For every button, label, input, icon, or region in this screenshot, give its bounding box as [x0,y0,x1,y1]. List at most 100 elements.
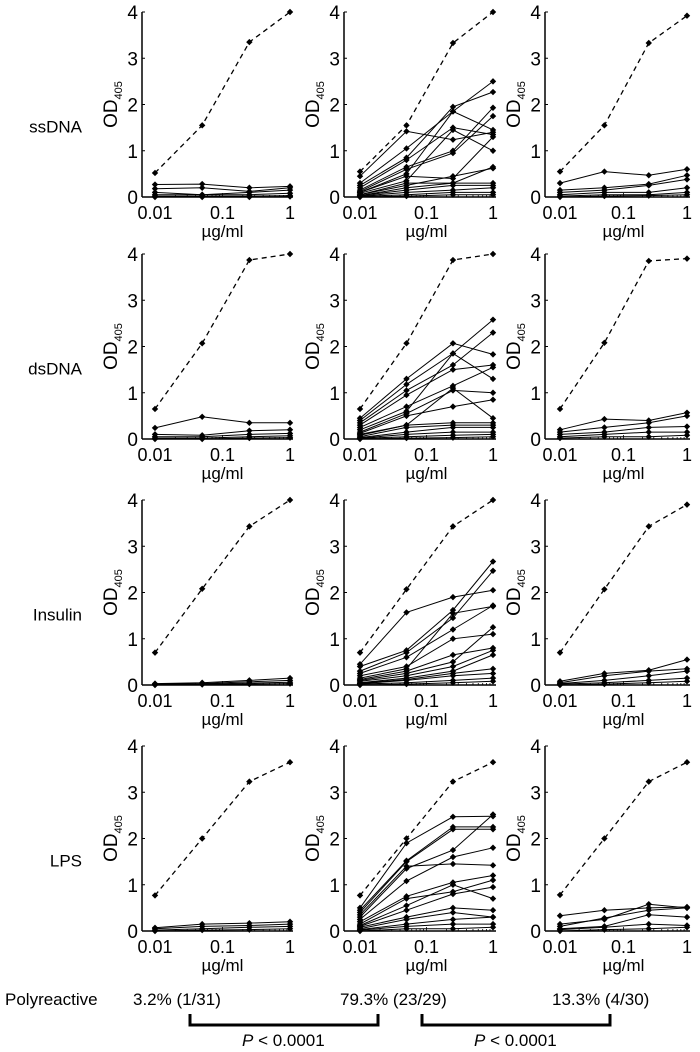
data-point-marker [449,428,457,436]
panel-insulin-2: 0 1 2 3 4 0.01 0.1 1 µg/ml OD405 [303,491,498,729]
series-line [359,633,494,677]
positive-control-series [356,250,497,413]
data-point-marker [645,679,652,686]
data-point-marker [645,192,652,199]
x-tick-label: 1 [285,203,295,223]
y-tick-label: 4 [530,3,541,24]
series-line [359,81,494,184]
series-line [559,174,688,191]
data-point-marker [403,858,410,865]
data-point-marker [449,523,457,530]
y-tick-label: 0 [530,922,541,943]
data-point-marker [246,419,253,427]
series-line [359,672,494,685]
control-line [359,761,494,896]
y-tick-label: 2 [127,830,138,851]
panel-lps-2: 0 1 2 3 4 0.01 0.1 1 µg/ml OD405 [303,737,498,975]
y-tick-label: 4 [127,3,138,24]
antibody-series [556,191,691,201]
y-tick-label: 0 [530,188,541,209]
data-point-marker [489,826,497,833]
panel-dsdna-2: 0 1 2 3 4 0.01 0.1 1 µg/ml OD405 [303,245,498,483]
data-point-marker [489,603,497,610]
y-tick-label: 2 [530,96,541,117]
y-tick-label: 4 [127,737,138,758]
series-line [154,183,291,189]
series-line [359,167,494,196]
antibody-series [356,112,497,195]
antibody-series [151,193,294,201]
y-tick-label: 1 [530,876,541,897]
control-line [359,253,494,410]
series-line [359,91,494,186]
y-tick-label: 1 [127,384,138,405]
data-point-marker [449,103,457,111]
y-label-subscript: 405 [113,815,125,833]
antibody-series [356,602,497,677]
series-line [359,127,494,189]
data-point-marker [246,427,253,434]
x-tick-label: 0.1 [414,445,439,465]
x-axis-label: µg/ml [202,464,244,483]
data-point-marker [601,433,608,440]
data-point-marker [489,895,497,902]
data-point-marker [489,862,497,869]
data-point-marker [403,387,410,394]
control-line [359,499,494,653]
series-line [359,916,494,931]
y-tick-label: 0 [329,922,340,943]
series-line [154,416,290,429]
data-point-marker [403,424,410,431]
y-tick-label: 3 [329,537,340,558]
percentage-group-1: 3.2% (1/31) [133,990,221,1009]
data-point-marker [246,523,253,530]
series-line [559,923,688,931]
x-tick-label: 0.1 [611,937,636,957]
data-point-marker [556,434,564,442]
series-line [559,194,688,198]
data-point-marker [601,122,608,129]
comparison-bracket-1 [188,1014,380,1027]
y-label-subscript: 405 [113,81,125,99]
data-point-marker [683,924,691,931]
data-point-marker [403,381,410,388]
positive-control-series [556,758,691,899]
data-point-marker [403,839,410,847]
data-point-marker [601,906,608,914]
data-point-marker [449,182,457,189]
x-tick-label: 0.01 [542,691,577,711]
data-point-marker [403,145,410,152]
positive-control-series [556,501,691,656]
data-point-marker [556,649,564,656]
data-point-marker [356,405,364,413]
data-point-marker [489,88,497,96]
y-label-subscript: 405 [315,323,327,341]
data-point-marker [645,911,652,919]
data-point-marker [449,191,457,198]
x-tick-label: 0.01 [137,445,172,465]
x-axis-label: µg/ml [603,222,645,241]
data-point-marker [489,133,497,141]
series-line [559,907,688,927]
y-label-subscript: 405 [315,81,327,99]
data-point-marker [356,681,364,689]
data-point-marker [489,364,497,371]
series-line [359,605,494,674]
data-point-marker [449,813,457,820]
x-axis-label: µg/ml [406,464,448,483]
y-tick-label: 2 [530,338,541,359]
y-tick-label: 1 [329,876,340,897]
series-line [559,415,688,433]
data-point-marker [683,678,691,685]
positive-control-series [356,8,497,175]
y-tick-label: 3 [329,49,340,70]
y-tick-label: 0 [530,676,541,697]
p-value-2: P < 0.0001 [474,1031,557,1050]
data-point-marker [601,415,608,423]
data-point-marker [449,826,457,833]
series-line [559,168,688,184]
y-axis-label: OD405 [504,569,528,616]
control-line [154,253,291,410]
series-line [155,432,291,438]
series-line [154,923,291,930]
